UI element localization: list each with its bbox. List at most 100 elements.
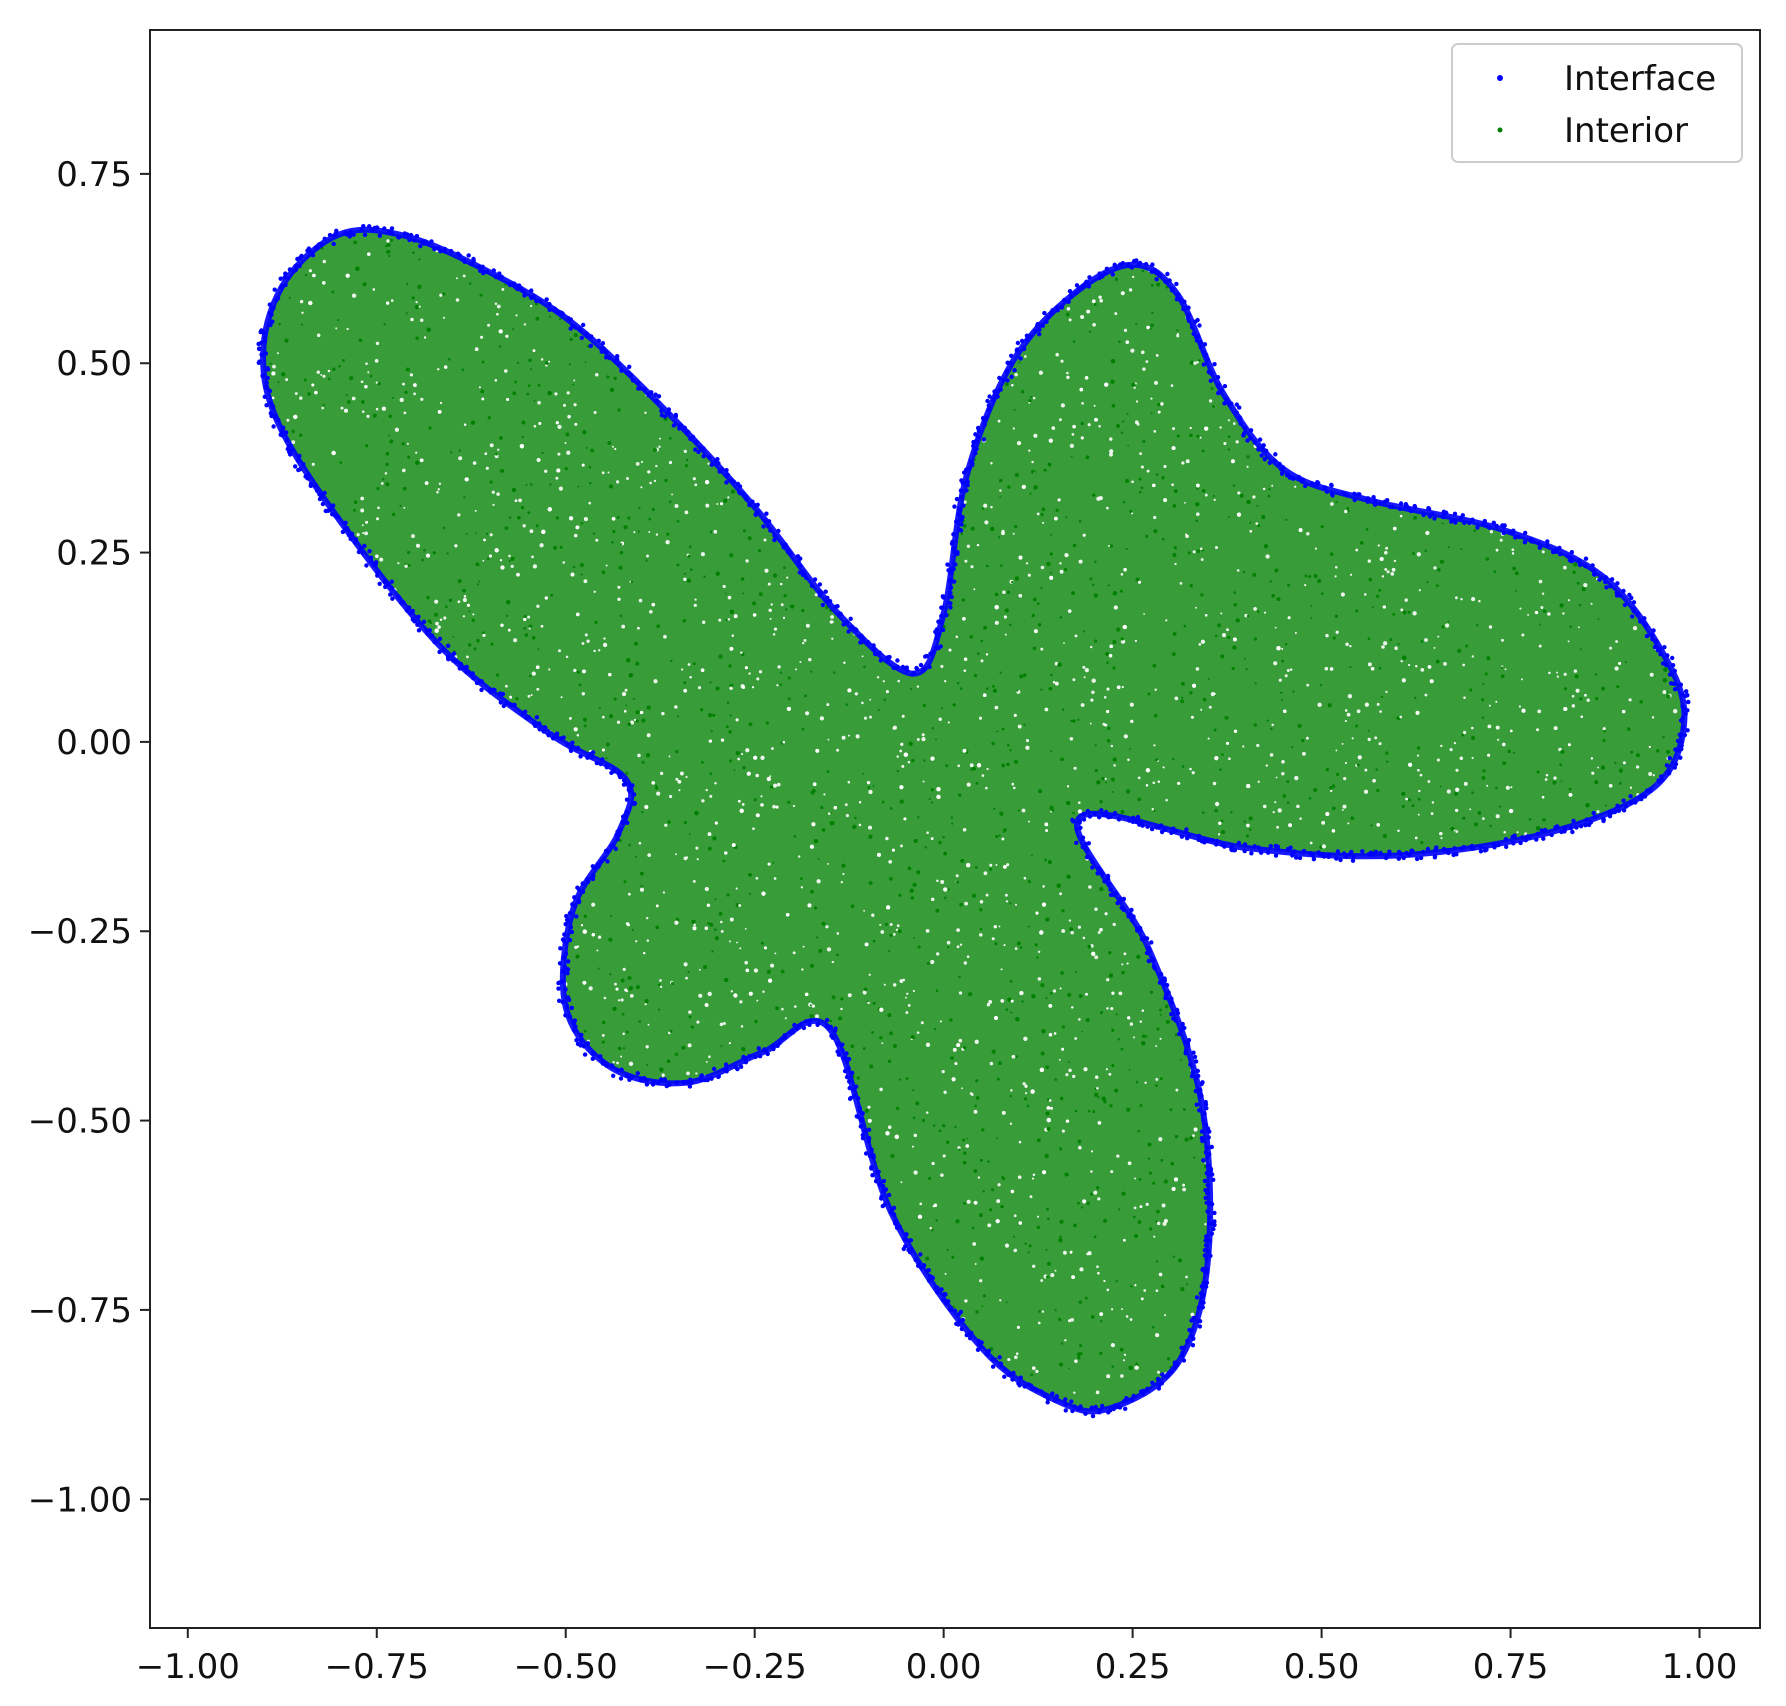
interior-point — [1179, 1058, 1182, 1061]
interior-point — [745, 559, 749, 563]
interior-point — [758, 592, 763, 597]
interior-point — [1374, 736, 1378, 740]
interior-point — [1519, 607, 1522, 610]
interior-point — [1050, 1273, 1055, 1278]
interior-point — [1174, 1134, 1179, 1139]
interior-point — [1089, 722, 1092, 725]
interior-point — [699, 708, 704, 712]
interior-point — [864, 1108, 870, 1113]
interior-point — [1287, 583, 1291, 587]
interior-point — [1404, 598, 1408, 602]
interior-point — [628, 892, 631, 896]
interior-point — [1572, 570, 1576, 574]
interior-point — [522, 524, 526, 528]
interior-point — [1149, 990, 1154, 994]
interior-point — [1095, 1390, 1100, 1395]
interior-point — [1484, 672, 1488, 676]
interior-point — [531, 635, 536, 640]
interior-point — [939, 1020, 942, 1023]
interior-point — [1159, 1013, 1162, 1016]
interior-point — [708, 1055, 711, 1059]
interior-point — [403, 506, 406, 509]
interior-point — [949, 1018, 953, 1022]
interior-point — [962, 1046, 967, 1050]
interior-point — [1096, 496, 1101, 501]
interior-point — [868, 834, 873, 839]
interior-point — [1407, 663, 1411, 667]
interior-point — [609, 973, 612, 976]
interior-point — [1027, 1251, 1030, 1254]
interior-point — [1159, 1077, 1163, 1081]
interior-point — [1257, 610, 1260, 613]
interior-point — [471, 618, 475, 623]
interior-point — [675, 917, 680, 922]
interior-point — [434, 599, 439, 604]
interior-point — [792, 804, 796, 808]
interior-point — [524, 633, 529, 637]
interior-point — [420, 397, 424, 401]
interior-point — [1542, 818, 1546, 822]
interior-point — [1041, 1310, 1045, 1313]
interior-point — [510, 556, 515, 561]
interior-point — [1527, 613, 1530, 616]
interior-point — [1171, 427, 1176, 431]
interior-point — [1265, 554, 1270, 559]
interior-point — [980, 659, 984, 663]
interior-point — [665, 540, 670, 545]
interior-point — [403, 411, 407, 415]
interior-point — [733, 769, 736, 771]
interior-point — [946, 1248, 949, 1251]
interior-point — [1014, 1355, 1018, 1360]
interior-point — [1045, 996, 1048, 1000]
interior-point — [943, 1090, 947, 1095]
interior-point — [455, 277, 458, 280]
interior-point — [1424, 549, 1428, 552]
interior-point — [613, 376, 617, 381]
interior-point — [1471, 655, 1475, 658]
interior-point — [1609, 646, 1613, 650]
interior-point — [1262, 804, 1267, 809]
interior-point — [635, 940, 638, 943]
interior-point — [335, 327, 338, 330]
interior-point — [1092, 583, 1095, 586]
interior-point — [971, 1226, 975, 1230]
interior-point — [921, 733, 925, 737]
interior-point — [443, 316, 446, 319]
interior-point — [1005, 1301, 1008, 1304]
interior-point — [1281, 771, 1285, 776]
interior-point — [1544, 778, 1548, 781]
interior-point — [1152, 1181, 1156, 1185]
interior-point — [1035, 1369, 1039, 1374]
interior-point — [1019, 674, 1024, 679]
interior-point — [521, 435, 524, 439]
interior-point — [674, 920, 679, 925]
interior-point — [535, 524, 539, 528]
interior-point — [1439, 785, 1442, 788]
interior-point — [1145, 1035, 1148, 1038]
interior-point — [1390, 572, 1395, 576]
interior-point — [406, 442, 409, 445]
interior-point — [391, 396, 394, 399]
interior-point — [915, 1101, 920, 1106]
interior-point — [567, 414, 571, 419]
interior-point — [1463, 781, 1468, 786]
interior-point — [351, 293, 357, 298]
interior-point — [810, 670, 813, 673]
interior-point — [753, 798, 757, 802]
interior-point — [1237, 491, 1241, 495]
interior-point — [1059, 1096, 1064, 1101]
interior-point — [661, 711, 665, 716]
interior-point — [1069, 736, 1074, 741]
interior-point — [1342, 804, 1347, 809]
interior-point — [526, 392, 530, 396]
interior-point — [956, 928, 960, 932]
interior-point — [671, 493, 674, 496]
interior-point — [692, 662, 696, 666]
interior-point — [970, 526, 975, 531]
interior-point — [1537, 709, 1542, 714]
interior-point — [1371, 606, 1375, 609]
interior-point — [930, 897, 935, 902]
interior-point — [1481, 775, 1486, 780]
interior-point — [963, 500, 967, 504]
interior-point — [827, 738, 830, 741]
